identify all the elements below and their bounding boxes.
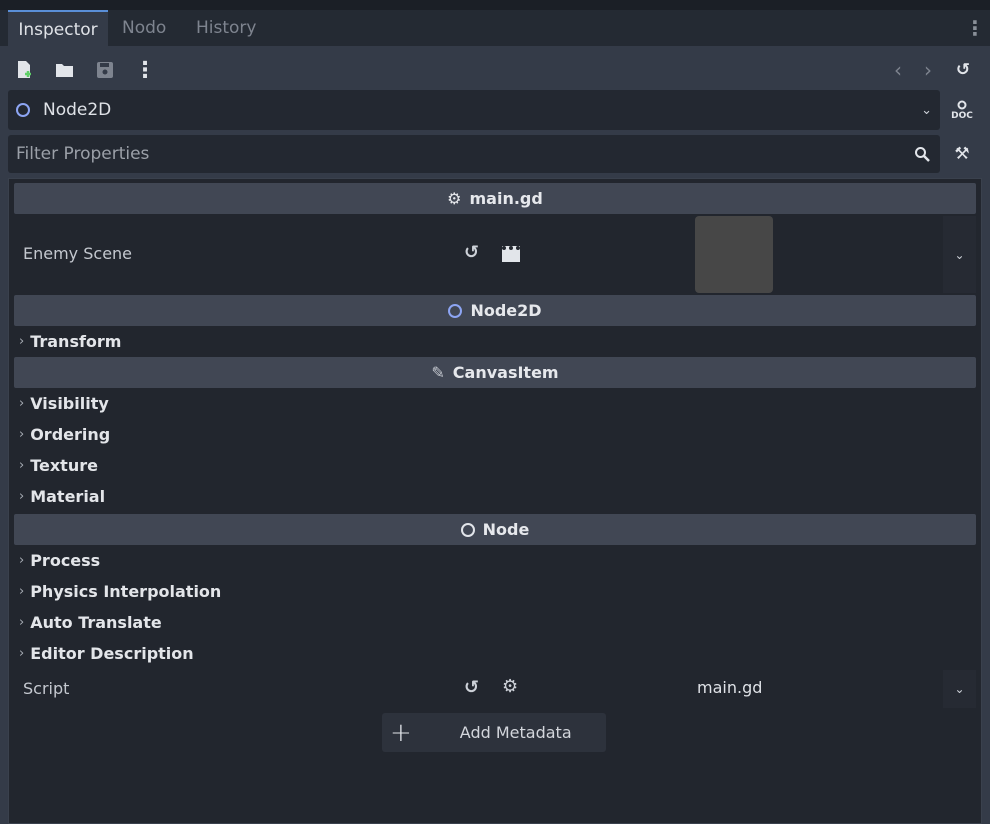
section-title: CanvasItem [452, 363, 559, 382]
group-label: Transform [30, 332, 122, 351]
open-documentation-icon[interactable]: DOC [950, 96, 974, 124]
tab-history[interactable]: History [196, 18, 257, 38]
resource-dropdown-button[interactable]: ⌄ [943, 216, 976, 293]
history-icon[interactable]: ↺ [955, 60, 971, 80]
group-editor-description[interactable]: › Editor Description [19, 638, 194, 669]
group-label: Material [30, 487, 106, 506]
more-vertical-icon[interactable]: ⋮ [134, 57, 156, 83]
plus-icon: + [390, 717, 412, 748]
script-dropdown-button[interactable]: ⌄ [943, 670, 976, 708]
section-header-canvasitem: ✎ CanvasItem [14, 357, 976, 388]
group-process[interactable]: › Process [19, 545, 100, 576]
gear-icon: ⚙ [447, 189, 462, 208]
resource-preview[interactable] [695, 216, 773, 293]
packed-scene-icon [502, 246, 520, 262]
section-header-node2d: Node2D [14, 295, 976, 326]
dock-tab-bar: Inspector Nodo History ⋮ [0, 10, 990, 46]
section-title: main.gd [469, 189, 543, 208]
open-folder-icon[interactable] [53, 58, 77, 82]
group-texture[interactable]: › Texture [19, 450, 98, 481]
group-label: Editor Description [30, 644, 194, 663]
group-label: Auto Translate [30, 613, 162, 632]
property-label: Script [23, 679, 70, 698]
group-label: Visibility [30, 394, 109, 413]
property-row-script: Script ↺ ⚙ main.gd ⌄ [14, 670, 976, 708]
group-auto-translate[interactable]: › Auto Translate [19, 607, 162, 638]
chevron-right-icon: › [19, 427, 25, 442]
group-visibility[interactable]: › Visibility [19, 388, 109, 419]
group-transform[interactable]: › Transform [19, 326, 121, 357]
back-arrow-icon[interactable]: ‹ [894, 58, 902, 82]
node2d-icon [16, 103, 30, 117]
chevron-right-icon: › [19, 458, 25, 473]
pencil-icon: ✎ [431, 363, 445, 382]
dock-menu-icon[interactable]: ⋮ [965, 16, 985, 40]
group-material[interactable]: › Material [19, 481, 105, 512]
group-ordering[interactable]: › Ordering [19, 419, 110, 450]
property-row-enemy-scene: Enemy Scene ↺ ⌄ [14, 216, 976, 293]
chevron-right-icon: › [19, 334, 25, 349]
chevron-right-icon: › [19, 584, 25, 599]
group-label: Physics Interpolation [30, 582, 222, 601]
group-physics-interpolation[interactable]: › Physics Interpolation [19, 576, 221, 607]
section-header-script: ⚙ main.gd [14, 183, 976, 214]
section-header-node: Node [14, 514, 976, 545]
script-value[interactable]: main.gd [697, 678, 763, 697]
group-label: Texture [30, 456, 98, 475]
node-selector-value: Node2D [43, 100, 112, 120]
property-label: Enemy Scene [23, 244, 133, 263]
group-label: Process [30, 551, 101, 570]
node2d-icon [448, 303, 463, 318]
filter-placeholder: Filter Properties [16, 144, 150, 164]
chevron-right-icon: › [19, 646, 25, 661]
search-icon [915, 147, 930, 162]
chevron-right-icon: › [19, 489, 25, 504]
filter-properties-input[interactable]: Filter Properties [8, 135, 940, 173]
add-metadata-button[interactable]: + Add Metadata [382, 713, 606, 752]
save-icon[interactable] [93, 58, 117, 82]
add-metadata-label: Add Metadata [459, 723, 572, 742]
chevron-right-icon: › [19, 615, 25, 630]
tab-nodo[interactable]: Nodo [122, 18, 167, 38]
property-tools-icon[interactable]: ⚒ [954, 144, 970, 164]
section-title: Node [482, 520, 530, 539]
node-selector[interactable]: Node2D ⌄ [8, 90, 940, 130]
chevron-down-icon: ⌄ [921, 102, 932, 118]
revert-icon[interactable]: ↺ [464, 677, 480, 698]
new-resource-icon[interactable] [14, 58, 36, 82]
property-list: ⚙ main.gd Enemy Scene ↺ ⌄ Node2D › Transfo… [8, 178, 982, 824]
chevron-right-icon: › [19, 396, 25, 411]
gear-icon: ⚙ [502, 676, 519, 697]
group-label: Ordering [30, 425, 111, 444]
revert-icon[interactable]: ↺ [464, 242, 480, 263]
chevron-right-icon: › [19, 553, 25, 568]
node-icon [460, 522, 475, 537]
forward-arrow-icon[interactable]: › [924, 58, 932, 82]
tab-inspector[interactable]: Inspector [8, 10, 108, 46]
section-title: Node2D [470, 301, 542, 320]
